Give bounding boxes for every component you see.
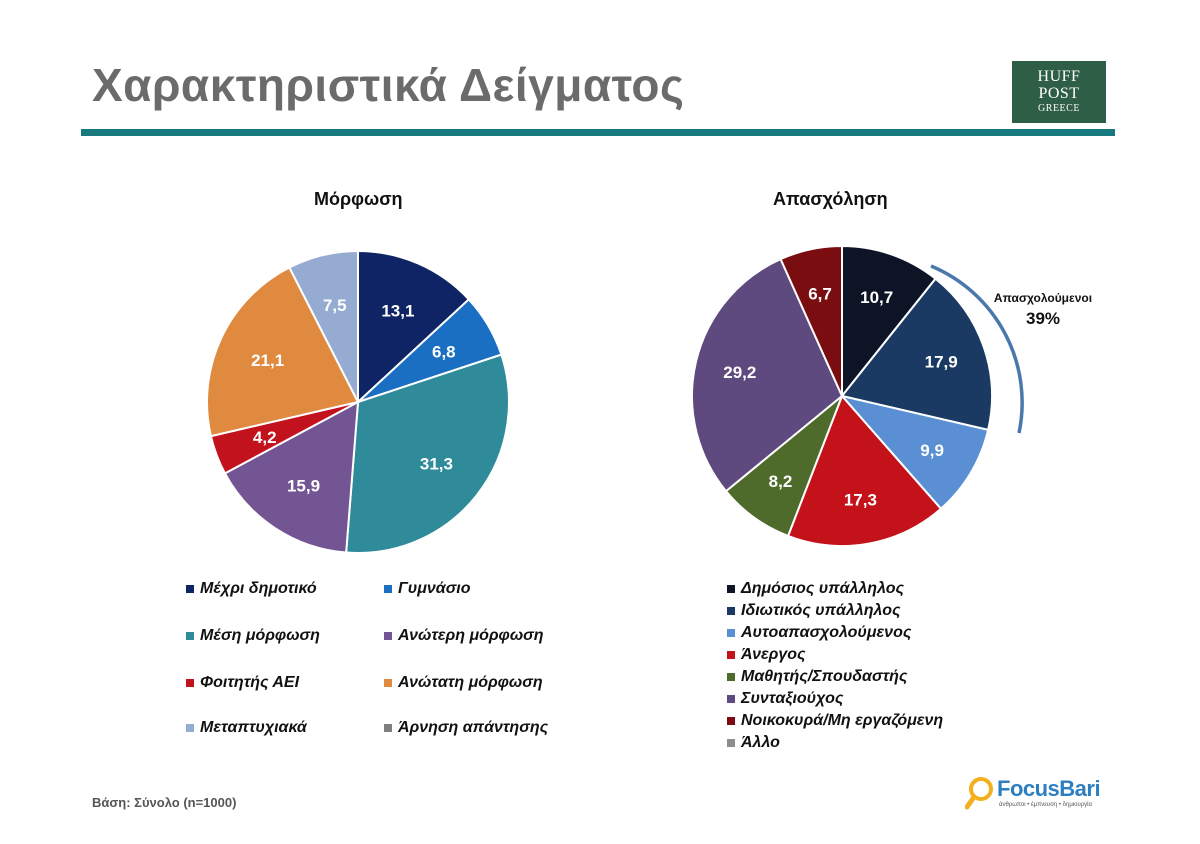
employment-pie: 10,7 17,9 9,9 17,3 8,2 29,2 6,7 <box>691 244 993 547</box>
employed-bracket-arc <box>930 264 1024 434</box>
pie-slice <box>691 257 844 493</box>
slice-value-label: 17,9 <box>925 352 958 371</box>
legend-item: Μέχρι δημοτικό <box>186 580 317 598</box>
legend-item: Δημόσιος υπάλληλος <box>727 580 904 598</box>
legend-swatch <box>384 632 392 640</box>
sample-base-note: Βάση: Σύνολο (n=1000) <box>92 795 237 810</box>
education-chart-title: Μόρφωση <box>314 189 403 209</box>
pie-slice <box>345 353 510 554</box>
legend-swatch <box>727 717 735 725</box>
legend-label: Νοικοκυρά/Μη εργαζόμενη <box>741 712 944 729</box>
legend-label: Μεταπτυχιακά <box>200 719 307 736</box>
pie-slice <box>288 249 359 403</box>
logo-line-3: GREECE <box>1038 103 1080 114</box>
pie-slice <box>779 244 843 397</box>
legend-item: Γυμνάσιο <box>384 580 471 598</box>
slice-value-label: 10,7 <box>860 288 893 307</box>
employment-chart-title: Απασχόληση <box>773 189 888 209</box>
legend-swatch <box>186 724 194 732</box>
huffpost-greece-logo: HUFF POST GREECE <box>1012 61 1106 123</box>
slice-value-label: 6,8 <box>432 342 456 361</box>
legend-swatch <box>727 607 735 615</box>
legend-item: Άρνηση απάντησης <box>384 719 548 737</box>
legend-label: Φοιτητής ΑΕΙ <box>200 674 300 691</box>
legend-label: Ανώτερη μόρφωση <box>398 627 544 644</box>
legend-swatch <box>727 673 735 681</box>
focusbari-logo: FocusBari άνθρωποι • έμπνευση • δημιουργ… <box>965 774 1105 814</box>
legend-label: Συνταξιούχος <box>741 690 844 707</box>
legend-item: Μέση μόρφωση <box>186 627 320 645</box>
legend-item: Συνταξιούχος <box>727 690 843 708</box>
slice-value-label: 31,3 <box>420 455 453 474</box>
legend-label: Άλλο <box>741 734 780 751</box>
legend-item: Μαθητής/Σπουδαστής <box>727 668 907 686</box>
legend-item: Άνεργος <box>727 646 806 664</box>
pie-slice <box>786 394 943 547</box>
legend-swatch <box>384 724 392 732</box>
legend-swatch <box>186 632 194 640</box>
legend-item: Ανώτατη μόρφωση <box>384 674 543 692</box>
legend-item: Φοιτητής ΑΕΙ <box>186 674 299 692</box>
legend-swatch <box>186 679 194 687</box>
pie-slice <box>357 249 471 405</box>
legend-swatch <box>384 585 392 593</box>
legend-swatch <box>727 651 735 659</box>
legend-swatch <box>727 695 735 703</box>
legend-item: Άλλο <box>727 734 780 752</box>
legend-label: Άρνηση απάντησης <box>398 719 549 736</box>
legend-label: Ιδιωτικός υπάλληλος <box>741 602 901 619</box>
legend-label: Αυτοαπασχολούμενος <box>741 624 912 641</box>
legend-swatch <box>727 629 735 637</box>
legend-item: Αυτοαπασχολούμενος <box>727 624 911 642</box>
brand-tagline: άνθρωποι • έμπνευση • δημιουργία <box>999 802 1092 808</box>
legend-swatch <box>384 679 392 687</box>
slice-value-label: 6,7 <box>808 284 832 303</box>
logo-line-2: POST <box>1038 85 1080 102</box>
slice-value-label: 29,2 <box>723 363 756 382</box>
logo-line-1: HUFF <box>1037 68 1081 85</box>
legend-swatch <box>186 585 194 593</box>
employed-callout-label: Απασχολούμενοι <box>993 291 1093 305</box>
legend-item: Ιδιωτικός υπάλληλος <box>727 602 900 620</box>
legend-label: Δημόσιος υπάλληλος <box>741 580 905 597</box>
legend-item: Ανώτερη μόρφωση <box>384 627 544 645</box>
brand-name: FocusBari <box>997 776 1101 801</box>
slice-value-label: 15,9 <box>287 476 320 495</box>
legend-label: Άνεργος <box>741 646 806 663</box>
pie-slice <box>839 394 990 511</box>
title-divider <box>81 129 1115 136</box>
slice-value-label: 7,5 <box>323 296 347 315</box>
slice-value-label: 21,1 <box>251 351 284 370</box>
slice-value-label: 4,2 <box>253 428 277 447</box>
legend-label: Μέχρι δημοτικό <box>200 580 317 597</box>
employed-callout-value: 39% <box>1025 309 1061 328</box>
slice-value-label: 13,1 <box>381 302 414 321</box>
legend-label: Μαθητής/Σπουδαστής <box>741 668 908 685</box>
slice-value-label: 17,3 <box>844 490 877 509</box>
legend-swatch <box>727 585 735 593</box>
slice-value-label: 9,9 <box>920 441 944 460</box>
pie-slice <box>841 244 937 399</box>
pie-slice <box>206 266 360 438</box>
legend-item: Μεταπτυχιακά <box>186 719 307 737</box>
legend-swatch <box>727 739 735 747</box>
slice-value-label: 8,2 <box>769 472 793 491</box>
legend-item: Νοικοκυρά/Μη εργαζόμενη <box>727 712 943 730</box>
legend-label: Γυμνάσιο <box>398 580 471 597</box>
legend-label: Ανώτατη μόρφωση <box>398 674 543 691</box>
education-pie: 13,1 6,8 31,3 15,9 4,2 21,1 7,5 <box>206 249 510 554</box>
magnifier-icon <box>965 777 993 810</box>
pie-slice <box>840 277 993 432</box>
legend-label: Μέση μόρφωση <box>200 627 320 644</box>
pie-slice <box>223 400 360 554</box>
page-title: Χαρακτηριστικά Δείγματος <box>92 59 685 111</box>
